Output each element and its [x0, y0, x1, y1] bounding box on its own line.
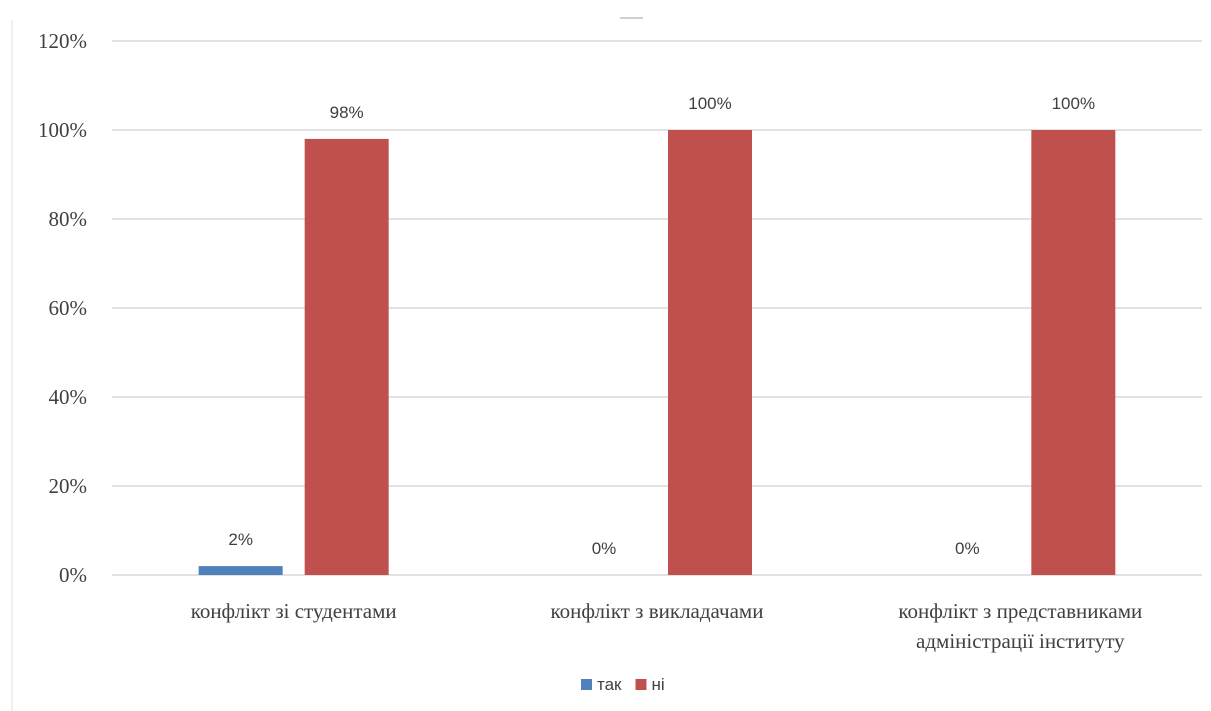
x-category-label: адміністрації інституту: [916, 629, 1125, 653]
gridlines: [112, 40, 1202, 576]
data-label: 100%: [1052, 94, 1095, 113]
data-label: 0%: [955, 539, 980, 558]
legend-swatch: [581, 679, 592, 690]
bar-ні: [304, 138, 389, 575]
data-label: 2%: [228, 530, 253, 549]
data-label: 100%: [688, 94, 731, 113]
y-tick-label: 120%: [38, 29, 87, 53]
x-category-label: конфлікт зі студентами: [191, 599, 397, 623]
bar-так: [198, 566, 283, 575]
x-category-label: конфлікт з викладачами: [551, 599, 764, 623]
y-tick-label: 80%: [49, 207, 88, 231]
legend-label: так: [597, 675, 622, 694]
y-tick-label: 0%: [59, 563, 87, 587]
y-tick-label: 40%: [49, 385, 88, 409]
y-tick-label: 100%: [38, 118, 87, 142]
legend-label: ні: [652, 675, 665, 694]
bar-ні: [668, 130, 752, 575]
y-axis: 0% 20% 40% 60% 80% 100% 120%: [38, 29, 87, 587]
legend: так ні: [581, 675, 665, 694]
bars: [198, 130, 1116, 575]
y-tick-label: 20%: [49, 474, 88, 498]
bar-ні: [1031, 130, 1116, 575]
x-category-label: конфлікт з представниками: [898, 599, 1142, 623]
data-label: 0%: [592, 539, 617, 558]
data-labels: 2% 98% 0% 100% 0% 100%: [228, 94, 1095, 558]
data-label: 98%: [330, 103, 364, 122]
y-tick-label: 60%: [49, 296, 88, 320]
x-axis: конфлікт зі студентами конфлікт з виклада…: [191, 599, 1143, 653]
legend-swatch: [635, 679, 647, 690]
